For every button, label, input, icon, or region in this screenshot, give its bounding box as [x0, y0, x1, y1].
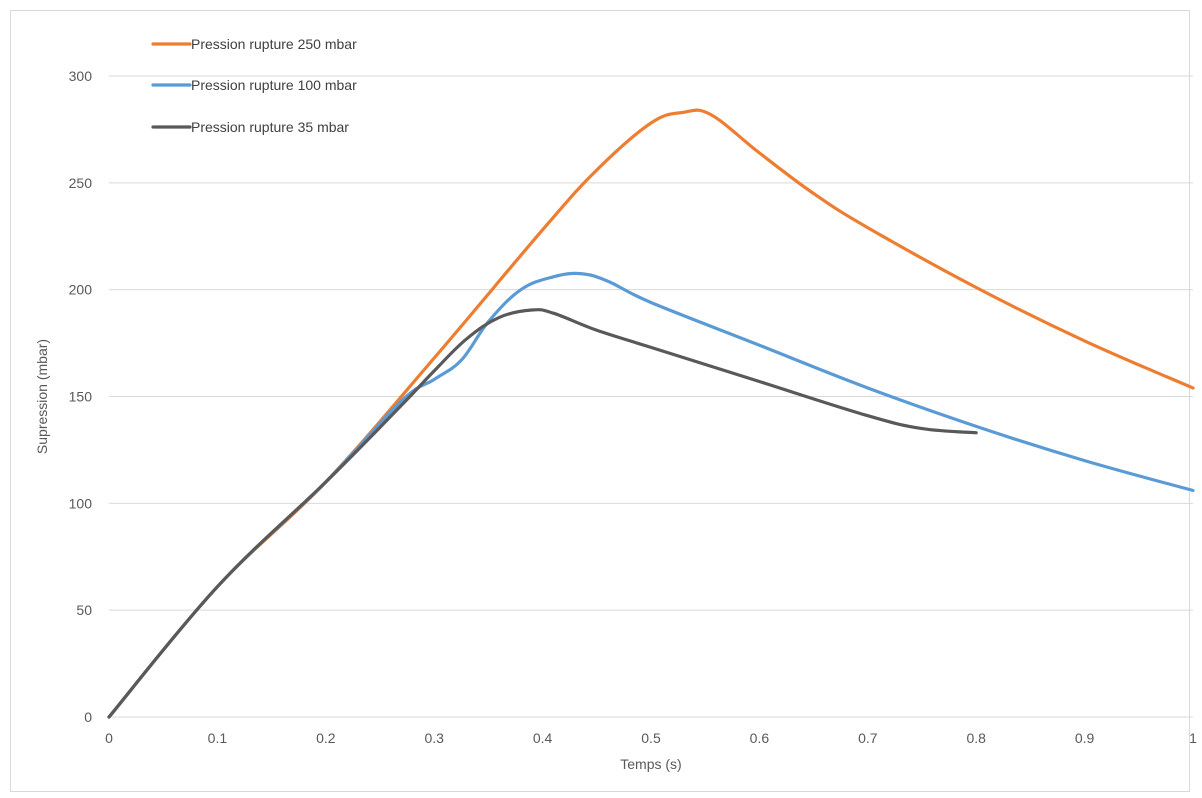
- x-axis-title: Temps (s): [620, 756, 681, 772]
- x-tick-label: 0.8: [966, 730, 986, 746]
- x-tick-label: 0.9: [1075, 730, 1095, 746]
- x-tick-label: 0: [105, 730, 113, 746]
- series-lines: [107, 108, 1195, 719]
- x-tick-label: 0.2: [316, 730, 336, 746]
- x-tick-label: 1: [1189, 730, 1197, 746]
- series-line-pression-rupture-100-mbar: [107, 271, 1195, 719]
- y-tick-label: 200: [69, 282, 93, 298]
- x-tick-label: 0.7: [858, 730, 878, 746]
- series-line-pression-rupture-250-mbar: [107, 108, 1195, 719]
- y-axis-title: Supression (mbar): [34, 339, 50, 454]
- x-tick-label: 0.4: [533, 730, 553, 746]
- series-line-pression-rupture-35-mbar: [107, 308, 978, 719]
- y-tick-label: 250: [69, 175, 93, 191]
- legend-label: Pression rupture 100 mbar: [191, 77, 357, 93]
- chart-area: [10, 10, 1190, 792]
- legend: Pression rupture 250 mbar Pression ruptur…: [151, 36, 357, 135]
- legend-label: Pression rupture 250 mbar: [191, 36, 357, 52]
- y-tick-label: 100: [69, 495, 93, 511]
- x-tick-label: 0.3: [424, 730, 444, 746]
- legend-label: Pression rupture 35 mbar: [191, 119, 349, 135]
- y-tick-label: 150: [69, 389, 93, 405]
- x-tick-label: 0.5: [641, 730, 661, 746]
- gridlines: [109, 75, 1193, 611]
- x-tick-label: 0.6: [750, 730, 770, 746]
- y-tick-label: 300: [69, 68, 93, 84]
- y-tick-label: 0: [84, 709, 92, 725]
- axes: 0 50 100 150 200 250 300 0 0.1 0.2 0.3 0.4 0.5 0.6 0.7…: [69, 68, 1197, 746]
- y-tick-label: 50: [76, 602, 92, 618]
- x-tick-label: 0.1: [208, 730, 228, 746]
